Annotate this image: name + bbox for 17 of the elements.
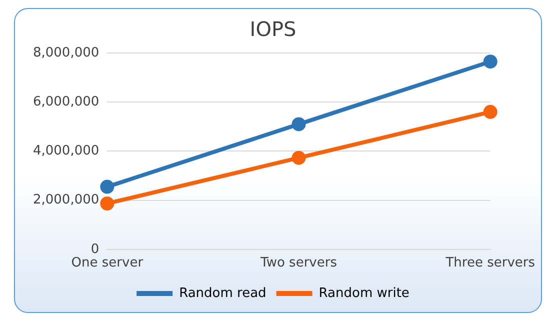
point: [100, 196, 114, 210]
x-tick-label: Three servers: [444, 256, 536, 271]
point: [100, 180, 114, 194]
point: [292, 150, 306, 165]
y-tick-label: 0: [90, 242, 100, 257]
y-tick-label: 8,000,000: [32, 45, 100, 60]
y-tick-label: 4,000,000: [32, 144, 100, 159]
x-tick-label: One server: [71, 256, 144, 271]
y-tick-label: 2,000,000: [32, 192, 100, 208]
point: [483, 104, 498, 119]
legend-label: Random write: [318, 286, 410, 301]
legend-label: Random read: [179, 286, 266, 301]
x-tick-label: Two servers: [260, 256, 338, 271]
chart-title: IOPS: [250, 17, 296, 42]
point: [483, 54, 498, 69]
y-tick-label: 6,000,000: [32, 94, 100, 110]
point: [292, 117, 306, 132]
